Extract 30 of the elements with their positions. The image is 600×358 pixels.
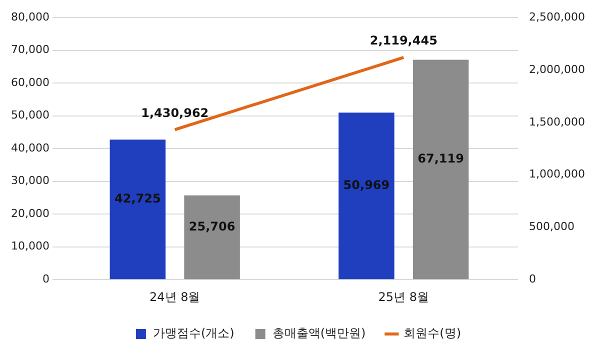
y2-tick-label: 0	[529, 272, 536, 286]
y-tick-label: 50,000	[10, 108, 50, 122]
y2-tick-label: 1,000,000	[529, 168, 585, 181]
y2-tick-label: 500,000	[529, 220, 575, 234]
data-label: 1,430,962	[141, 106, 209, 120]
bar	[110, 140, 166, 280]
y-tick-label: 80,000	[10, 10, 50, 24]
x-tick-label: 25년 8월	[378, 290, 429, 304]
legend-label: 회원수(명)	[404, 326, 462, 340]
y2-tick-label: 1,500,000	[529, 115, 585, 128]
legend-label: 총매출액(백만원)	[272, 326, 366, 340]
y-tick-label: 30,000	[10, 174, 50, 188]
y-tick-label: 60,000	[10, 76, 50, 89]
y2-tick-label: 2,000,000	[529, 62, 585, 76]
data-label: 25,706	[188, 219, 236, 234]
y-tick-label: 20,000	[10, 206, 50, 220]
data-label: 42,725	[114, 192, 161, 206]
y2-tick-label: 2,500,000	[529, 10, 585, 24]
data-label: 2,119,445	[370, 34, 438, 48]
bar	[184, 195, 240, 280]
data-label: 50,969	[343, 178, 390, 192]
data-label: 67,119	[418, 152, 464, 166]
y-tick-label: 10,000	[10, 240, 50, 253]
y-tick-label: 0	[42, 272, 50, 286]
x-tick-label: 24년 8월	[150, 290, 200, 304]
legend-label: 가맹점수(개소)	[152, 326, 234, 340]
bar	[338, 112, 394, 280]
y-tick-label: 40,000	[10, 141, 50, 154]
bar	[412, 60, 469, 280]
y-tick-label: 70,000	[10, 43, 50, 56]
